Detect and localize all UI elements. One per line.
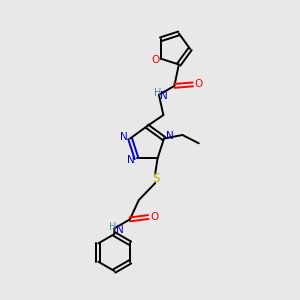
Text: N: N	[166, 131, 174, 141]
Text: N: N	[120, 132, 128, 142]
Text: N: N	[160, 91, 168, 101]
Text: O: O	[195, 80, 203, 89]
Text: N: N	[116, 225, 124, 235]
Text: O: O	[150, 212, 158, 222]
Text: N: N	[127, 155, 134, 165]
Text: H: H	[109, 222, 117, 232]
Text: S: S	[153, 172, 160, 185]
Text: H: H	[154, 88, 161, 98]
Text: O: O	[151, 55, 159, 65]
